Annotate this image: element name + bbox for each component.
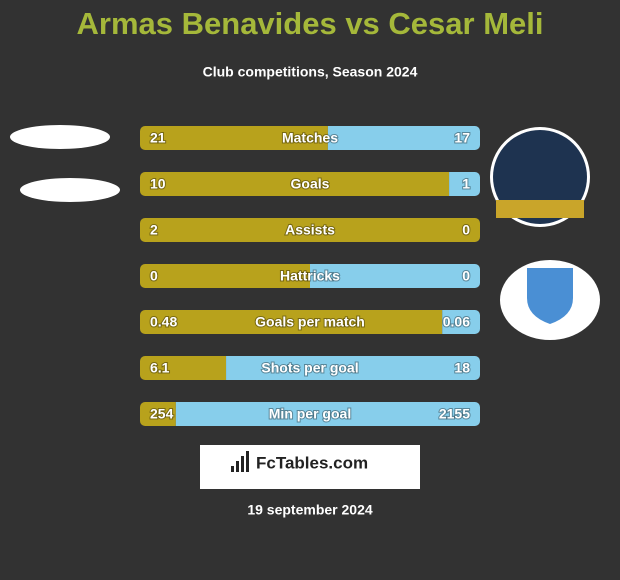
category-label: Matches: [282, 130, 338, 146]
bar-left: [140, 172, 450, 196]
brand-icon: [231, 451, 249, 472]
bar-left: [140, 264, 310, 288]
value-right: 2155: [439, 406, 470, 422]
bar-left: [140, 402, 176, 426]
bar-right: [449, 172, 480, 196]
value-right: 1: [462, 176, 470, 192]
bar-right: [442, 310, 480, 334]
category-label: Hattricks: [280, 268, 340, 284]
bar-right: [226, 356, 480, 380]
chart-subtitle: Club competitions, Season 2024: [203, 64, 418, 80]
value-right: 0: [462, 268, 470, 284]
value-right: 17: [454, 130, 470, 146]
value-left: 21: [150, 130, 166, 146]
value-right: 18: [454, 360, 470, 376]
bar-row: [140, 310, 480, 334]
category-label: Goals: [291, 176, 330, 192]
club-placeholder: [20, 178, 120, 202]
value-left: 0.48: [150, 314, 177, 330]
bar-left: [140, 310, 443, 334]
date: 19 september 2024: [247, 502, 373, 518]
value-right: 0: [462, 222, 470, 238]
category-label: Goals per match: [255, 314, 365, 330]
category-label: Min per goal: [269, 406, 351, 422]
bar-right: [310, 264, 480, 288]
bar-right: [175, 402, 480, 426]
bar-row: [140, 218, 480, 242]
value-left: 10: [150, 176, 166, 192]
player-placeholder: [10, 125, 110, 149]
value-left: 2: [150, 222, 158, 238]
bar-left: [140, 126, 328, 150]
bar-left: [140, 218, 480, 242]
bar-row: [140, 402, 480, 426]
value-left: 254: [150, 406, 174, 422]
bar-row: [140, 264, 480, 288]
value-left: 6.1: [150, 360, 170, 376]
value-right: 0.06: [443, 314, 470, 330]
category-label: Shots per goal: [261, 360, 358, 376]
bar-right: [327, 126, 480, 150]
bar-row: [140, 172, 480, 196]
bar-left: [140, 356, 227, 380]
brand: FcTables.com: [256, 453, 368, 472]
category-label: Assists: [285, 222, 335, 238]
bar-row: [140, 126, 480, 150]
bar-row: [140, 356, 480, 380]
shirt-stripe: [496, 200, 584, 218]
value-left: 0: [150, 268, 158, 284]
chart-title: Armas Benavides vs Cesar Meli: [77, 6, 544, 41]
club-crest: [527, 268, 573, 324]
